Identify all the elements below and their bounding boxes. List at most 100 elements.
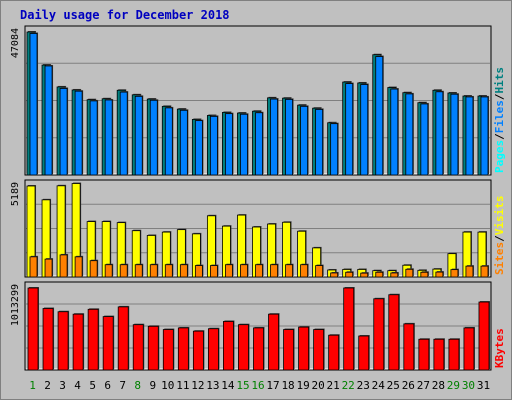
bar-kbytes-day-27: [418, 338, 430, 371]
bar-files-day-30: [465, 96, 474, 176]
x-tick-label: 29: [447, 379, 460, 392]
legend: Sites/Visits: [493, 196, 506, 276]
legend-kbytes: KBytes: [493, 328, 506, 368]
x-tick-label: 21: [327, 379, 340, 392]
bar-files-day-24: [375, 56, 384, 176]
bar-files-day-4: [74, 90, 83, 176]
x-tick-label: 28: [432, 379, 445, 392]
bar-sites-day-18: [285, 264, 293, 278]
bar-files-day-16: [255, 112, 263, 176]
bar-files-day-7: [119, 91, 128, 176]
bar-files-day-21: [330, 123, 339, 176]
bar-sites-day-28: [435, 271, 444, 278]
bar-files-day-29: [450, 93, 459, 176]
bar-sites-day-5: [89, 260, 98, 278]
bar-files-day-18: [285, 98, 293, 176]
x-tick-label: 22: [342, 379, 355, 392]
bar-sites-day-21: [330, 272, 339, 278]
bar-sites-day-29: [450, 269, 459, 278]
bar-files-day-20: [315, 108, 324, 176]
x-tick-label: 23: [357, 379, 370, 392]
bar-sites-day-10: [164, 264, 173, 278]
bar-kbytes-day-14: [223, 321, 234, 371]
x-tick-label: 2: [44, 379, 51, 392]
bar-sites-day-12: [194, 265, 203, 278]
x-tick-label: 18: [281, 379, 294, 392]
bar-files-day-10: [164, 107, 173, 176]
bar-files-day-27: [420, 103, 429, 176]
bar-kbytes-day-9: [147, 325, 159, 371]
x-tick-label: 31: [477, 379, 490, 392]
bar-sites-day-3: [59, 254, 68, 278]
x-tick-label: 8: [134, 379, 141, 392]
y-max-label: 1013299: [10, 284, 21, 326]
bar-files-day-1: [29, 33, 38, 176]
bar-sites-day-14: [225, 264, 233, 278]
bar-files-day-14: [225, 113, 233, 176]
chart-title: Daily usage for December 2018: [20, 8, 230, 22]
bar-sites-day-23: [360, 272, 369, 278]
legend: KBytes: [493, 328, 506, 368]
bar-kbytes-day-20: [313, 329, 325, 371]
bar-kbytes-day-28: [433, 338, 445, 371]
bar-kbytes-day-15: [238, 324, 249, 371]
legend-visits: Visits: [493, 196, 506, 236]
bar-files-day-23: [360, 84, 369, 176]
bar-kbytes-day-17: [268, 313, 279, 371]
x-tick-label: 5: [89, 379, 96, 392]
x-tick-label: 12: [191, 379, 204, 392]
panel-visits-sites: 5189 Sites/Visits: [10, 179, 506, 278]
bar-kbytes-day-25: [388, 294, 400, 371]
bar-files-day-12: [194, 120, 203, 176]
y-max-label: 47084: [10, 28, 21, 58]
bar-kbytes-day-5: [87, 308, 99, 371]
legend: Pages/Files/Hits: [493, 67, 506, 173]
bar-kbytes-day-6: [102, 316, 114, 371]
bar-sites-day-22: [345, 271, 354, 278]
x-tick-label: 15: [236, 379, 249, 392]
bar-sites-day-8: [134, 264, 143, 278]
bar-kbytes-day-19: [298, 326, 310, 371]
x-tick-label: 19: [296, 379, 309, 392]
bar-kbytes-day-16: [253, 327, 264, 371]
bar-kbytes-day-7: [117, 306, 129, 371]
bar-sites-day-24: [375, 271, 384, 278]
bar-kbytes-day-11: [177, 327, 189, 371]
bar-sites-day-6: [104, 264, 113, 278]
legend-sites: Sites: [493, 242, 506, 275]
bar-sites-day-26: [405, 268, 414, 278]
bar-files-day-9: [149, 99, 158, 176]
bar-kbytes-day-2: [42, 308, 54, 371]
bar-sites-day-1: [29, 256, 38, 278]
bar-files-day-11: [179, 109, 188, 176]
bar-kbytes-day-23: [358, 335, 370, 371]
bar-files-day-3: [59, 88, 68, 176]
x-tick-label: 13: [206, 379, 219, 392]
bar-sites-day-16: [255, 264, 263, 278]
x-tick-label: 17: [266, 379, 279, 392]
bar-sites-day-4: [74, 256, 83, 278]
x-tick-label: 14: [221, 379, 235, 392]
legend-separator: /: [493, 93, 506, 100]
bar-sites-day-27: [420, 271, 429, 278]
bar-files-day-15: [240, 113, 248, 176]
x-tick-label: 10: [161, 379, 174, 392]
bar-kbytes-day-26: [403, 323, 415, 371]
x-tick-label: 7: [119, 379, 126, 392]
y-max-label: 5189: [10, 182, 21, 206]
bar-files-day-6: [104, 99, 113, 176]
bar-files-day-5: [89, 100, 98, 176]
x-tick-label: 20: [312, 379, 325, 392]
bar-files-day-17: [270, 98, 278, 176]
bar-files-day-25: [390, 88, 399, 176]
bar-sites-day-7: [119, 264, 128, 278]
bar-files-day-2: [44, 65, 53, 176]
bar-sites-day-9: [149, 264, 158, 278]
x-tick-label: 27: [417, 379, 430, 392]
bar-kbytes-day-18: [283, 329, 294, 371]
legend-pages: Pages: [493, 140, 506, 173]
bar-kbytes-day-10: [162, 329, 174, 371]
bar-sites-day-15: [240, 264, 248, 278]
